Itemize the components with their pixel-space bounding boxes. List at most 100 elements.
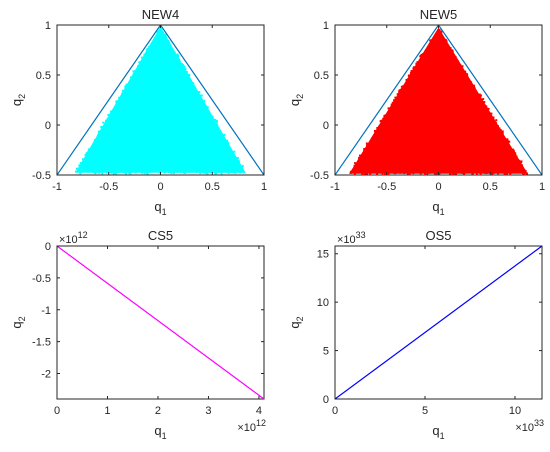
scatter-point (206, 108, 209, 111)
scatter-point (164, 35, 167, 38)
scatter-point (403, 172, 406, 175)
scatter-point (471, 172, 474, 175)
scatter-point (100, 126, 103, 129)
scatter-point (503, 172, 506, 175)
scatter-point (129, 76, 132, 79)
y-exponent-label: ×1012 (59, 230, 88, 246)
scatter-point (223, 133, 226, 136)
scatter-point (120, 170, 123, 173)
scatter-point (144, 52, 147, 55)
scatter-point (105, 120, 108, 123)
scatter-point (408, 173, 411, 175)
scatter-point (234, 171, 237, 174)
scatter-point (501, 130, 504, 133)
scatter-point (78, 164, 81, 167)
scatter-point (93, 139, 96, 142)
series-line (57, 246, 264, 399)
boundary-line (57, 25, 264, 175)
scatter-point (493, 120, 496, 123)
scatter-point (218, 170, 221, 173)
scatter-point (355, 165, 358, 168)
scatter-point (214, 118, 217, 121)
scatter-point (169, 170, 172, 173)
scatter-point (234, 170, 237, 173)
scatter-point (353, 172, 356, 175)
scatter-point (419, 59, 422, 62)
scatter-point (414, 68, 417, 71)
scatter-point (349, 170, 352, 173)
scatter-point (181, 170, 184, 173)
scatter-point (189, 80, 192, 83)
scatter-point (487, 170, 490, 173)
scatter-point (485, 110, 488, 113)
scatter-point (237, 162, 240, 165)
scatter-point (464, 170, 467, 173)
scatter-point (497, 125, 500, 128)
scatter-point (506, 138, 509, 141)
scatter-point (443, 171, 446, 174)
scatter-point (199, 172, 202, 175)
scatter-point (409, 171, 412, 174)
scatter-point (125, 84, 128, 87)
x-tick-label: 1 (539, 181, 545, 193)
scatter-point (525, 172, 528, 175)
scatter-point (453, 172, 456, 175)
scatter-point (220, 172, 223, 175)
x-tick-label: -1 (52, 181, 62, 193)
scatter-point (487, 112, 490, 115)
scatter-point (442, 38, 445, 41)
scatter-point (230, 170, 233, 173)
scatter-point (358, 158, 361, 161)
scatter-point (180, 64, 183, 67)
scatter-point (521, 164, 524, 167)
scatter-point (129, 172, 132, 175)
scatter-point (393, 172, 396, 175)
scatter-point (148, 47, 151, 50)
scatter-point (212, 120, 215, 123)
x-tick-label: 2 (155, 405, 161, 417)
scatter-point (509, 147, 512, 150)
scatter-point (86, 154, 89, 157)
scatter-point (188, 73, 191, 76)
scatter-point (456, 60, 459, 63)
scatter-point (97, 134, 100, 137)
scatter-point (393, 99, 396, 102)
scatter-point (125, 83, 128, 86)
scatter-point (148, 46, 151, 49)
scatter-point (84, 153, 87, 156)
scatter-point (81, 158, 84, 161)
scatter-point (495, 119, 498, 122)
scatter-point (116, 103, 119, 106)
x-tick-label: 0 (435, 181, 441, 193)
scatter-point (444, 171, 447, 174)
scatter-point (198, 96, 201, 99)
scatter-point (122, 170, 125, 173)
scatter-point (376, 126, 379, 129)
y-tick-label: -0.5 (32, 170, 51, 182)
scatter-point (205, 108, 208, 111)
scatter-point (497, 128, 500, 131)
scatter-point (87, 148, 90, 151)
scatter-point (487, 107, 490, 110)
scatter-point (160, 28, 163, 31)
scatter-point (185, 74, 188, 77)
scatter-point (241, 164, 244, 167)
scatter-point (102, 121, 105, 124)
scatter-point (515, 155, 518, 158)
scatter-point (105, 119, 108, 122)
scatter-point (486, 107, 489, 110)
scatter-point (353, 164, 356, 167)
scatter-point (394, 171, 397, 174)
series-line (335, 246, 542, 399)
scatter-point (364, 172, 367, 175)
scatter-point (412, 72, 415, 75)
scatter-point (111, 110, 114, 113)
scatter-point (100, 130, 103, 133)
scatter-point (400, 85, 403, 88)
scatter-point (480, 100, 483, 103)
scatter-point (509, 173, 512, 175)
scatter-point (183, 65, 186, 68)
scatter-point (412, 67, 415, 70)
